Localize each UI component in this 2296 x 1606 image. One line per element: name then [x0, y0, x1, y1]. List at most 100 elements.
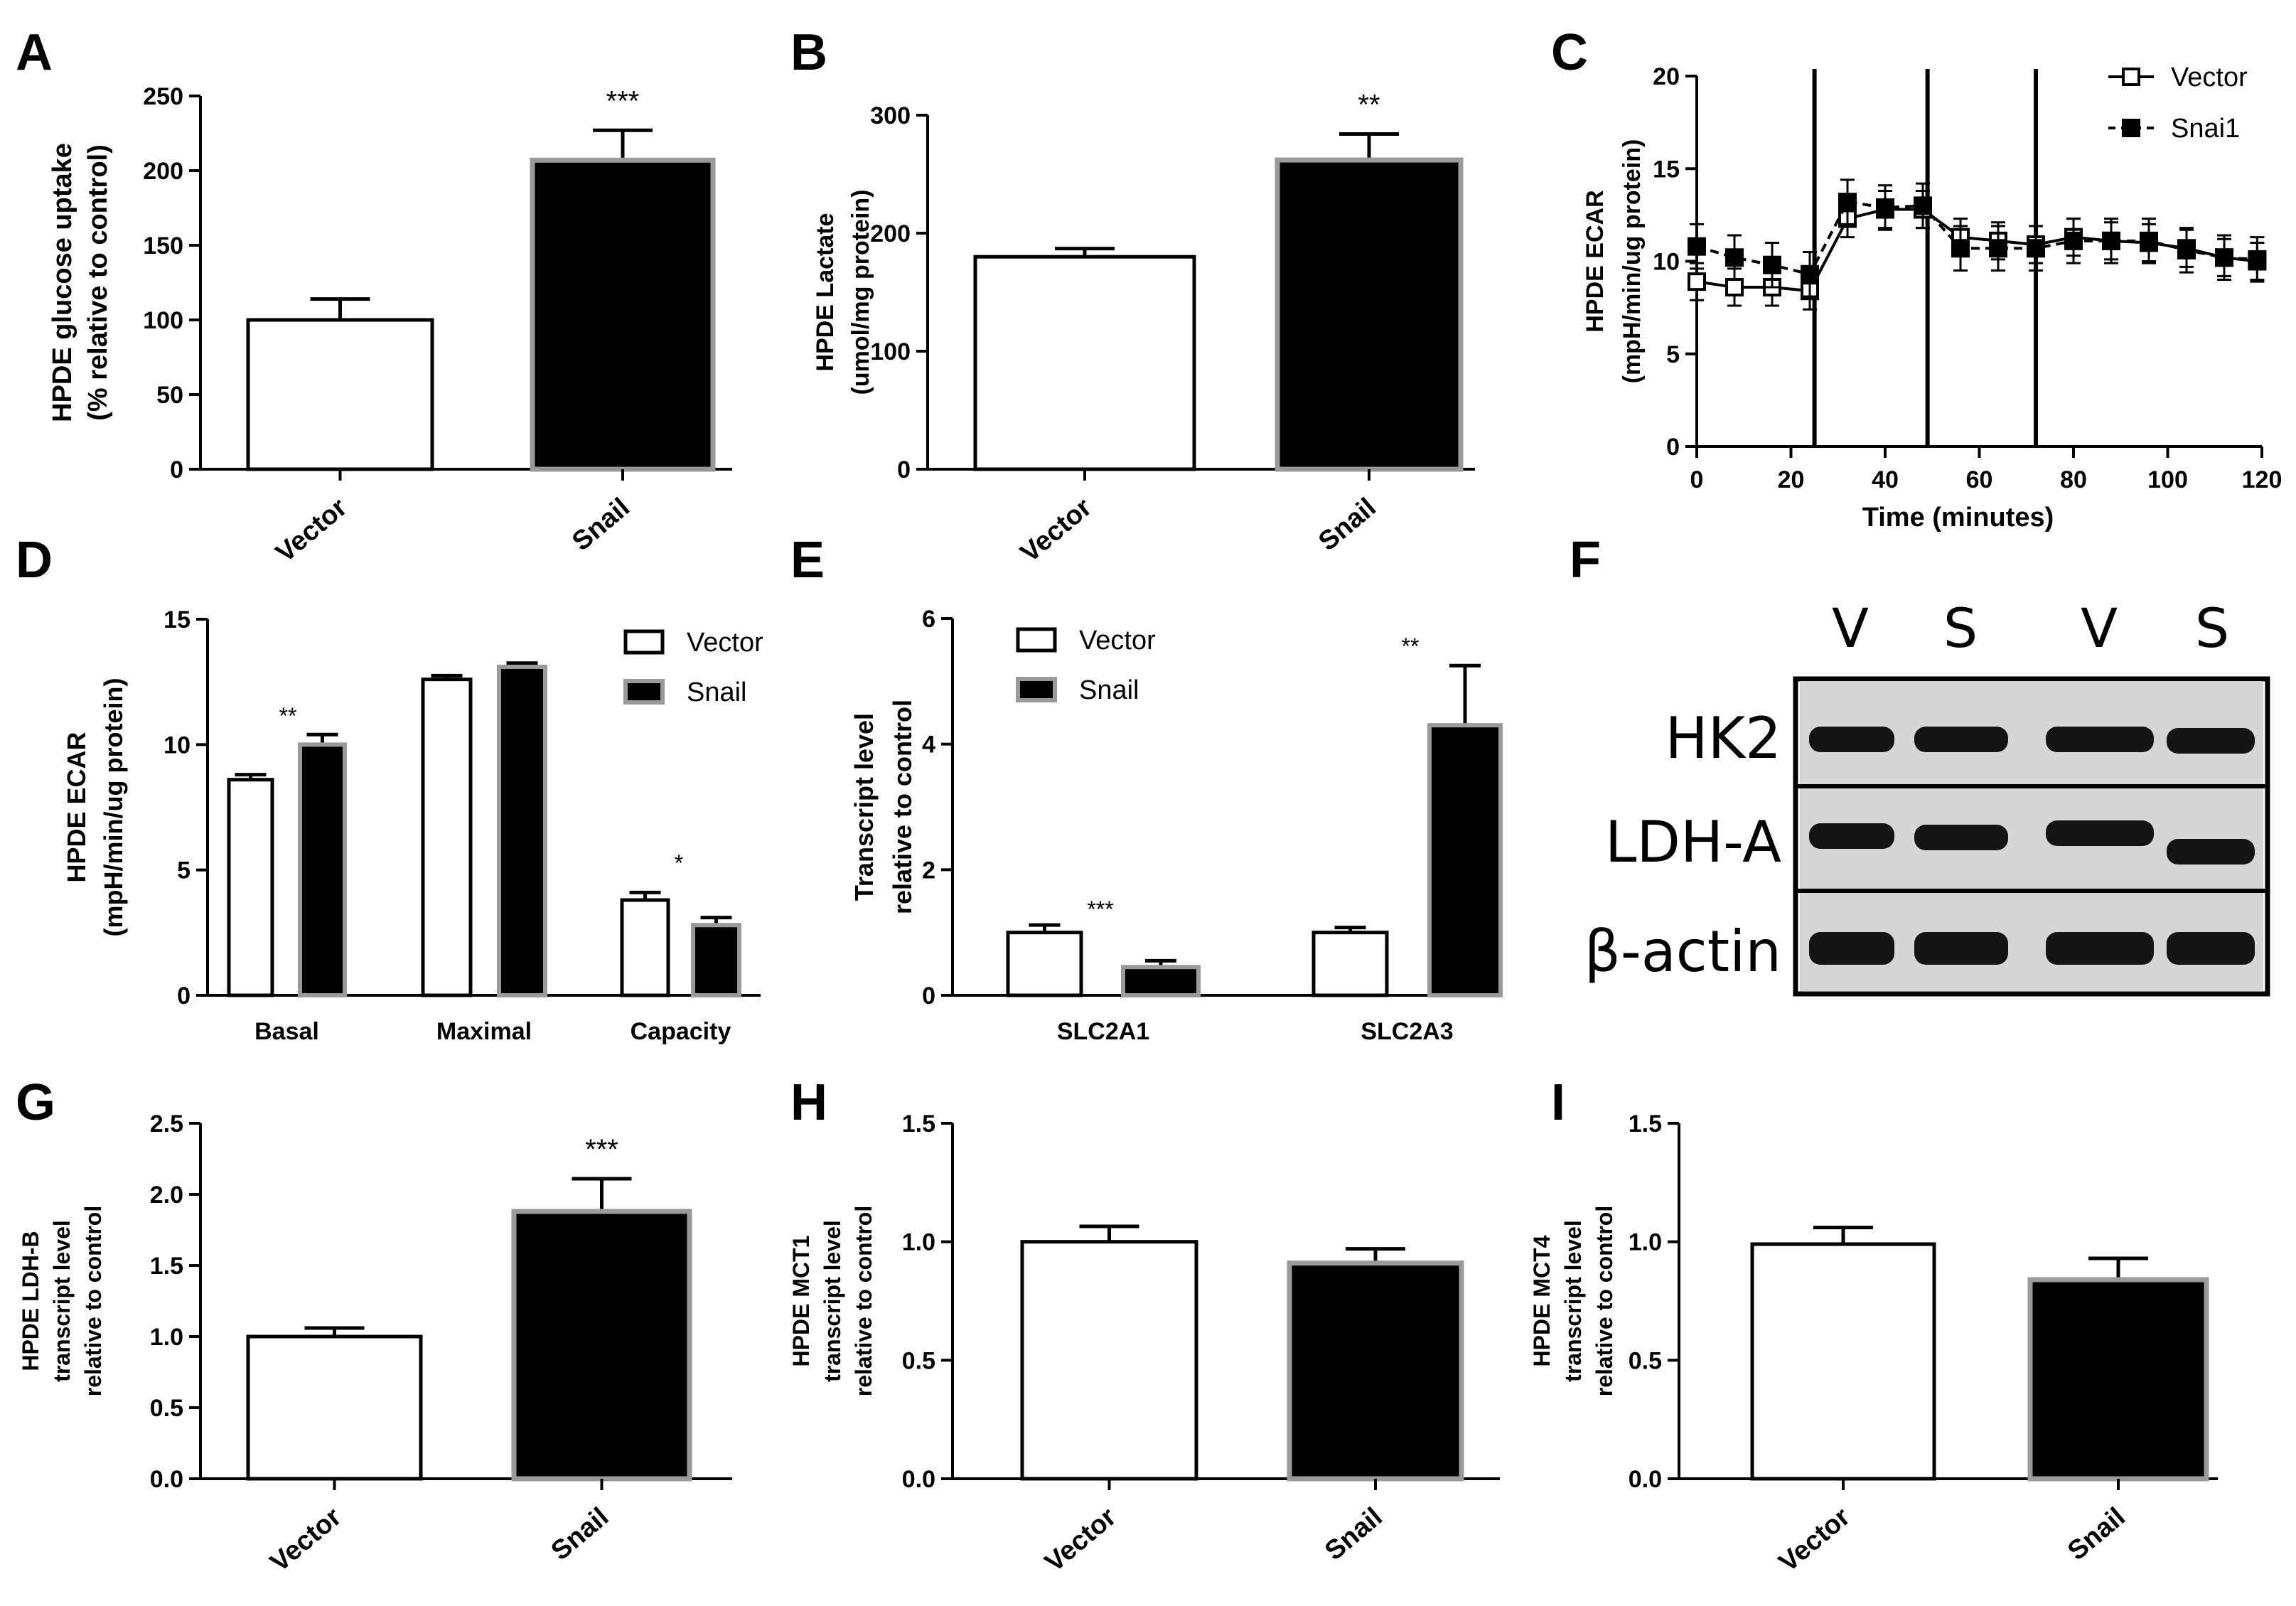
panel-i-x-label-vector: Vector — [1774, 1502, 1856, 1578]
panel-e-chart: 0 2 4 6 Transcript level relative to control S… — [849, 606, 1503, 1045]
panel-c-point-snai1 — [1876, 198, 1894, 217]
panel-f-row-label: β-actin — [1584, 919, 1781, 985]
panel-e-legend-swatch-snail — [1016, 677, 1057, 702]
panel-c-legend-marker-vector — [2122, 68, 2140, 86]
panel-c-point-vector — [1688, 272, 1706, 291]
panel-e-y-tick-label: 4 — [922, 732, 935, 759]
panel-c-legend: Vector Snai1 — [2108, 63, 2248, 144]
panel-a-y-axis-label: HPDE glucose uptake — [48, 143, 77, 422]
panel-b-y-tick-label: 300 — [870, 102, 911, 129]
panel-letter-a: A — [16, 24, 53, 81]
panel-c-y-tick-label: 5 — [1666, 341, 1680, 368]
panel-d-x-label-maximal: Maximal — [436, 1018, 532, 1045]
panel-e-legend-swatch-vector — [1016, 627, 1057, 653]
panel-e-y-tick-label: 6 — [922, 606, 935, 633]
panel-letter-f: F — [1570, 532, 1601, 589]
panel-g-y-tick-label: 2.0 — [150, 1182, 183, 1209]
panel-d-y-axis-label: HPDE ECAR — [62, 732, 91, 882]
panel-h-y-axis-label: HPDE MCT1 — [788, 1236, 814, 1367]
panel-e-bar-snail-slc2a3 — [1427, 723, 1503, 998]
panel-c-legend-label-snai1: Snai1 — [2171, 114, 2240, 144]
panel-c-y-tick-label: 20 — [1653, 63, 1680, 90]
panel-letter-b: B — [790, 24, 827, 81]
panel-c-x-tick-label: 80 — [2060, 466, 2087, 493]
panel-a-y-tick-label: 0 — [170, 456, 183, 483]
panel-f-band — [1809, 727, 1894, 752]
panel-e-significance-slc2a3: ** — [1402, 633, 1420, 659]
panel-f-band — [2046, 727, 2154, 752]
panel-c-series-line-vector — [1696, 208, 2258, 293]
panel-i-bar-snail — [2027, 1277, 2209, 1482]
panel-c-x-tick-label: 40 — [1872, 466, 1899, 493]
panel-c-y-axis-label: (mpH/min/ug protein) — [1619, 139, 1646, 384]
panel-b-x-label-vector: Vector — [1015, 493, 1098, 569]
panel-c-point-snai1 — [2177, 240, 2196, 259]
panel-d-legend: Vector Snail — [623, 628, 763, 707]
panel-b-y-axis-label: HPDE Lactate — [812, 213, 839, 372]
panel-letter-g: G — [16, 1074, 55, 1131]
panel-i-y-axis-label: relative to control — [1592, 1206, 1617, 1397]
panel-h-bar-snail — [1287, 1260, 1464, 1482]
panel-b-bar-snail — [1275, 157, 1464, 472]
panel-c-y-tick-label: 10 — [1653, 249, 1680, 276]
panel-a-y-axis-label: (% relative to control) — [83, 144, 113, 421]
panel-i-y-tick-label: 0.0 — [1629, 1466, 1662, 1493]
panel-f-lane-label: S — [1943, 596, 1978, 660]
panel-c-legend-marker-snai1 — [2122, 119, 2140, 137]
panel-c-point-snai1 — [1801, 264, 1819, 284]
panel-c-point-snai1 — [1688, 237, 1706, 256]
panel-b-y-tick-label: 200 — [870, 220, 911, 247]
panel-h-y-tick-label: 1.0 — [902, 1229, 935, 1256]
panel-b-y-axis-label: (umol/mg protein) — [847, 190, 874, 395]
panel-f-lane-label: S — [2195, 596, 2229, 660]
panel-c-point-snai1 — [1838, 193, 1857, 212]
panel-h-y-tick-label: 0.5 — [902, 1347, 935, 1374]
panel-d-legend-label-snail: Snail — [687, 678, 747, 707]
panel-f-lane-label: V — [1832, 596, 1869, 660]
panel-c-point-snai1 — [2215, 248, 2233, 267]
panel-e-bar-snail-slc2a1 — [1121, 965, 1201, 997]
panel-a-chart: 0 50 100 150 200 250 HPDE glucose uptake (% rel… — [48, 83, 732, 569]
panel-c-point-snai1 — [1763, 255, 1781, 274]
panel-c-series-line-snai1 — [1696, 200, 2258, 277]
panel-f-band — [2046, 932, 2154, 965]
panel-c-point-snai1 — [1989, 239, 2007, 258]
panel-e-y-tick-label: 2 — [922, 857, 935, 884]
panel-c-x-tick-label: 0 — [1690, 466, 1704, 493]
panel-h-bar-vector — [1020, 1240, 1198, 1481]
panel-d-legend-label-vector: Vector — [687, 628, 763, 658]
panel-i-y-axis-label: transcript level — [1560, 1220, 1586, 1382]
panel-b-x-label-snail: Snail — [1313, 493, 1382, 557]
panel-i-bar-vector — [1750, 1242, 1936, 1481]
panel-d-y-tick-label: 0 — [177, 983, 191, 1010]
panel-c-x-tick-label: 20 — [1778, 466, 1805, 493]
panel-f-band — [2167, 932, 2255, 965]
panel-a-y-tick-label: 200 — [143, 158, 183, 185]
panel-c-x-tick-label: 120 — [2242, 466, 2282, 493]
panel-c-chart: 0 5 10 15 20 HPDE ECAR (mpH/min/ug protein) 0 20… — [1582, 63, 2282, 532]
panel-i-chart: 0.0 0.5 1.0 1.5 HPDE MCT4 transcript level rel… — [1529, 1110, 2218, 1578]
panel-d-y-tick-label: 10 — [163, 732, 191, 759]
panel-h-x-label-snail: Snail — [1319, 1502, 1388, 1567]
panel-b-chart: 0 100 200 300 HPDE Lactate (umol/mg protein) V… — [812, 90, 1475, 569]
panel-e-x-label-slc2a1: SLC2A1 — [1057, 1018, 1149, 1045]
panel-e-y-axis-label: relative to control — [888, 700, 917, 914]
panel-i-y-tick-label: 1.5 — [1629, 1110, 1662, 1137]
panel-i-y-axis-label: HPDE MCT4 — [1529, 1235, 1555, 1366]
panel-d-bar-snail-maximal — [497, 665, 547, 997]
panel-d-legend-swatch-snail — [623, 679, 665, 705]
panel-c-point-snai1 — [2140, 231, 2158, 250]
panel-f-band — [1914, 727, 2008, 752]
panel-g-y-axis-label: transcript level — [49, 1220, 75, 1382]
panel-e-y-tick-label: 0 — [922, 983, 935, 1010]
panel-d-bar-vector-capacity — [620, 898, 670, 997]
panel-letter-c: C — [1551, 24, 1588, 81]
panel-f-western-blot: V S V S HK2 LDH-A β-actin — [1584, 596, 2270, 997]
panel-g-y-tick-label: 2.5 — [150, 1110, 183, 1137]
panel-g-y-axis-label: relative to control — [80, 1206, 106, 1397]
panel-a-y-tick-label: 50 — [156, 382, 183, 409]
panel-e-legend: Vector Snail — [1016, 626, 1156, 705]
panel-d-y-tick-label: 5 — [177, 857, 191, 884]
panel-b-y-tick-label: 100 — [870, 338, 911, 365]
